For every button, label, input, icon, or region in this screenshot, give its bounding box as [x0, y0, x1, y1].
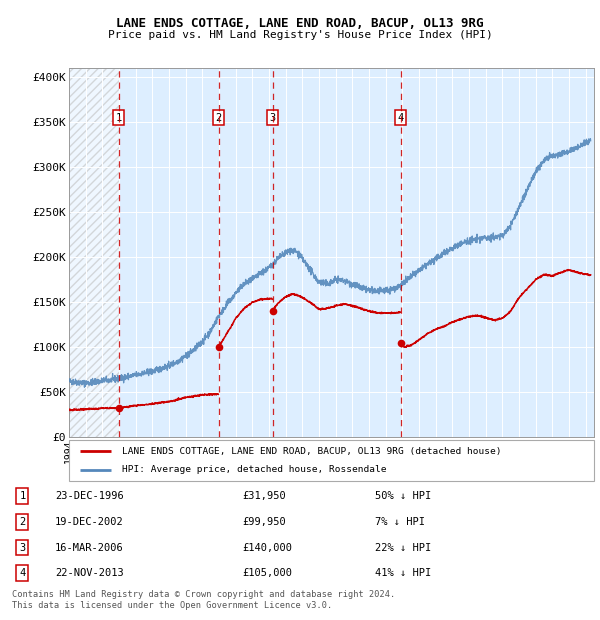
- Text: LANE ENDS COTTAGE, LANE END ROAD, BACUP, OL13 9RG: LANE ENDS COTTAGE, LANE END ROAD, BACUP,…: [116, 17, 484, 30]
- Text: Contains HM Land Registry data © Crown copyright and database right 2024.
This d: Contains HM Land Registry data © Crown c…: [12, 590, 395, 609]
- Text: 4: 4: [19, 568, 25, 578]
- Text: 19-DEC-2002: 19-DEC-2002: [55, 517, 124, 527]
- Text: £31,950: £31,950: [242, 492, 286, 502]
- Text: HPI: Average price, detached house, Rossendale: HPI: Average price, detached house, Ross…: [121, 465, 386, 474]
- Text: LANE ENDS COTTAGE, LANE END ROAD, BACUP, OL13 9RG (detached house): LANE ENDS COTTAGE, LANE END ROAD, BACUP,…: [121, 446, 501, 456]
- Text: 4: 4: [397, 113, 404, 123]
- Text: 3: 3: [19, 542, 25, 552]
- Text: 2: 2: [19, 517, 25, 527]
- Text: 1: 1: [115, 113, 122, 123]
- Text: 22% ↓ HPI: 22% ↓ HPI: [375, 542, 431, 552]
- Text: 22-NOV-2013: 22-NOV-2013: [55, 568, 124, 578]
- Text: 50% ↓ HPI: 50% ↓ HPI: [375, 492, 431, 502]
- Text: £105,000: £105,000: [242, 568, 292, 578]
- Text: Price paid vs. HM Land Registry's House Price Index (HPI): Price paid vs. HM Land Registry's House …: [107, 30, 493, 40]
- Text: £140,000: £140,000: [242, 542, 292, 552]
- Bar: [69, 68, 119, 437]
- FancyBboxPatch shape: [69, 440, 594, 480]
- Text: 3: 3: [269, 113, 275, 123]
- Text: 7% ↓ HPI: 7% ↓ HPI: [375, 517, 425, 527]
- Text: 16-MAR-2006: 16-MAR-2006: [55, 542, 124, 552]
- Text: 41% ↓ HPI: 41% ↓ HPI: [375, 568, 431, 578]
- Text: 1: 1: [19, 492, 25, 502]
- Text: 23-DEC-1996: 23-DEC-1996: [55, 492, 124, 502]
- Text: £99,950: £99,950: [242, 517, 286, 527]
- Text: 2: 2: [215, 113, 221, 123]
